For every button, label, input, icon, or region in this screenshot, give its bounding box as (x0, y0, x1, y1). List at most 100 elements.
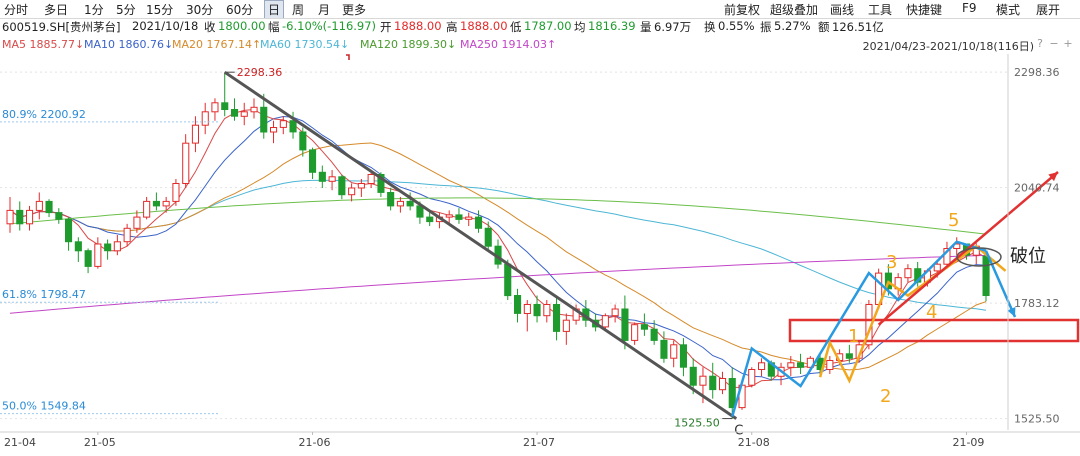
candle-up (601, 315, 609, 328)
down-arrow (984, 250, 1017, 318)
breakout-arrow-head (1048, 172, 1058, 182)
period-7[interactable]: 日 (264, 0, 285, 19)
x-tick-label: 21-05 (84, 436, 116, 449)
ma-lines (9, 108, 987, 388)
candle-down (406, 200, 414, 207)
low-label: 1525.50 (674, 417, 720, 430)
candle-up (113, 241, 121, 252)
candle-up (172, 183, 180, 202)
ma120-label: MA120 1899.30↓ (360, 38, 457, 51)
tool-6[interactable]: 模式 (996, 3, 1021, 17)
candle-down (426, 216, 434, 223)
amp-value: 5.27% (774, 19, 811, 33)
candle-up (26, 209, 34, 225)
tool-3[interactable]: 工具 (868, 3, 893, 17)
x-tick-label: 21-09 (952, 436, 984, 449)
ma10-line (9, 115, 987, 381)
candle-down (387, 192, 395, 207)
turnover-label: 换 (704, 20, 716, 34)
period-3[interactable]: 5分 (116, 3, 136, 17)
help-icon[interactable]: ? (1037, 37, 1043, 50)
candle-down (797, 362, 805, 368)
peak-label: 2298.36 (237, 66, 283, 79)
period-0[interactable]: 分时 (4, 3, 29, 17)
candle-up (201, 111, 209, 126)
candle-up (182, 142, 190, 184)
candle-down (845, 353, 853, 359)
toolbar-divider (0, 18, 1080, 19)
high-value: 1888.00 (460, 19, 508, 33)
tool-2[interactable]: 画线 (830, 3, 855, 17)
candle-up (445, 214, 453, 218)
open-label: 开 (380, 20, 392, 34)
low-value: 1787.00 (524, 19, 572, 33)
blue-wave (731, 240, 987, 417)
period-6[interactable]: 60分 (226, 3, 254, 17)
candle-down (553, 304, 561, 332)
avg-value: 1816.39 (588, 19, 636, 33)
open-value: 1888.00 (394, 19, 442, 33)
ma250-label: MA250 1914.03↑ (460, 38, 557, 51)
x-tick-label: 21-06 (299, 436, 331, 449)
period-9[interactable]: 月 (318, 3, 331, 17)
amount-value: 126.51亿 (832, 20, 884, 34)
candle-down (455, 214, 463, 220)
candle-up (123, 227, 131, 243)
candle-down (338, 176, 346, 196)
candle-up (328, 176, 336, 182)
candle-up (719, 378, 727, 391)
tool-5[interactable]: F9 (962, 1, 977, 15)
grid (0, 71, 1008, 420)
break-label: 破位 (1010, 246, 1046, 267)
candle-up (133, 216, 141, 229)
wave-label-2: 2 (880, 386, 891, 407)
tool-1[interactable]: 超级叠加 (770, 3, 819, 17)
candle-up (367, 174, 375, 184)
minus-icon[interactable]: − (1049, 37, 1059, 50)
candle-up (562, 319, 570, 332)
tool-7[interactable]: 展开 (1036, 3, 1061, 17)
tool-4[interactable]: 快捷键 (906, 3, 943, 17)
period-1[interactable]: 多日 (44, 3, 69, 17)
candle-down (650, 328, 658, 341)
candle-up (279, 120, 287, 128)
candle-up (523, 304, 531, 314)
candle-up (396, 200, 404, 207)
candle-down (65, 218, 73, 243)
annotations: 80.9% 2200.92 61.8% 1798.47 50.0% 1549.84 2… (0, 54, 1080, 439)
vol-label: 量 (640, 20, 652, 34)
ma20-label: MA20 1767.14↑ (172, 38, 262, 51)
candle-up (162, 200, 170, 207)
candle-down (260, 106, 268, 133)
quote-date: 2021/10/18 (132, 19, 199, 33)
y-tick-label: 2298.36 (1014, 66, 1060, 79)
candle-up (250, 106, 258, 113)
period-5[interactable]: 30分 (186, 3, 214, 17)
period-2[interactable]: 1分 (84, 3, 104, 17)
candle-up (758, 362, 766, 370)
low-label: 低 (510, 20, 522, 34)
plus-icon[interactable]: + (1063, 37, 1073, 50)
tool-0[interactable]: 前复权 (724, 3, 761, 17)
candle-down (16, 209, 24, 225)
candle-down (45, 200, 53, 214)
impulse-wave (818, 244, 1007, 384)
toolbar: 分时 多日 1分 5分 15分 30分 60分 日 周 月 更多 前复权 超级叠… (0, 0, 1080, 19)
stock-code: 600519.SH[贵州茅台] (2, 20, 121, 34)
support-box (788, 318, 1080, 343)
candle-up (211, 102, 219, 113)
period-4[interactable]: 15分 (146, 3, 174, 17)
vol-value: 6.97万 (654, 20, 692, 34)
candle-up (191, 124, 199, 144)
period-10[interactable]: 更多 (342, 3, 367, 17)
candle-up (6, 209, 14, 225)
change-value: -6.10%(-116.97) (282, 19, 377, 33)
candle-down (55, 212, 63, 220)
period-8[interactable]: 周 (292, 3, 305, 17)
amp-label: 振 (760, 20, 772, 34)
ma5-label: MA5 1885.77↓ (2, 38, 85, 51)
candle-up (143, 200, 151, 218)
wave-label-3: 3 (886, 252, 897, 273)
candle-down (728, 378, 736, 409)
